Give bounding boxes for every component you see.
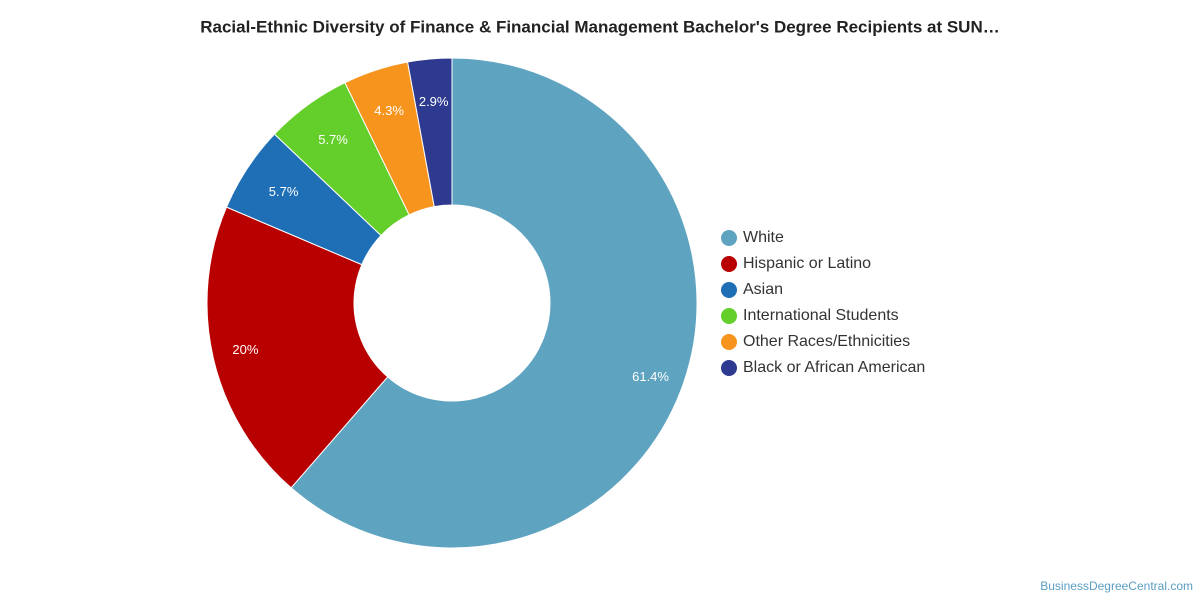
value-label: 4.3% bbox=[374, 103, 404, 118]
legend-marker[interactable] bbox=[721, 256, 737, 272]
value-label: 5.7% bbox=[269, 184, 299, 199]
legend-marker[interactable] bbox=[721, 360, 737, 376]
slice bbox=[407, 57, 453, 208]
value-label: 61.4% bbox=[632, 369, 669, 384]
legend-marker[interactable] bbox=[721, 334, 737, 350]
legend-label: Other Races/Ethnicities bbox=[743, 333, 910, 350]
slice bbox=[206, 206, 389, 489]
value-label: 2.9% bbox=[419, 94, 449, 109]
legend-marker[interactable] bbox=[721, 308, 737, 324]
value-label: 20% bbox=[232, 342, 258, 357]
slice bbox=[290, 57, 698, 549]
legend-label: Asian bbox=[743, 281, 783, 298]
legend-label: Black or African American bbox=[743, 359, 925, 376]
legend-label: International Students bbox=[743, 307, 899, 324]
legend-label: White bbox=[743, 229, 784, 246]
chart-title: Racial-Ethnic Diversity of Finance & Fin… bbox=[200, 17, 1000, 36]
legend-marker[interactable] bbox=[721, 230, 737, 246]
legend-marker[interactable] bbox=[721, 282, 737, 298]
value-label: 5.7% bbox=[318, 132, 348, 147]
legend-label: Hispanic or Latino bbox=[743, 255, 871, 272]
credit[interactable]: BusinessDegreeCentral.com bbox=[1040, 579, 1193, 593]
